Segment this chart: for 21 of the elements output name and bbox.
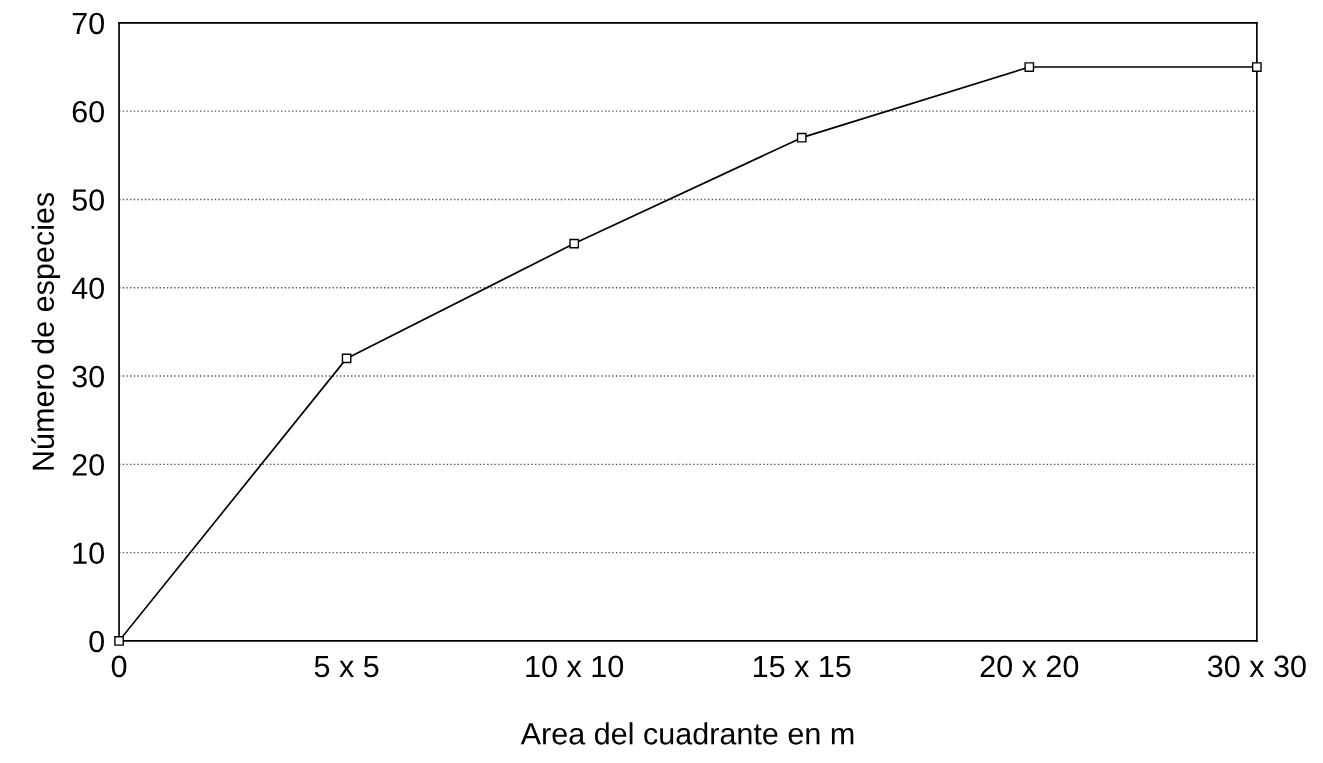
x-axis-title: Area del cuadrante en m xyxy=(520,722,854,745)
point xyxy=(1251,62,1262,72)
y-tick-label: 20 xyxy=(72,454,104,476)
point xyxy=(114,636,124,646)
point xyxy=(569,238,580,249)
x-tick-label: 10 x 10 xyxy=(526,655,624,678)
x-tick-label: 15 x 15 xyxy=(753,655,851,678)
x-tick-label: 20 x 20 xyxy=(980,655,1079,678)
point xyxy=(796,132,807,143)
point xyxy=(1024,62,1035,72)
y-tick-label: 40 xyxy=(71,277,104,300)
y-tick-label: 30 xyxy=(72,365,104,388)
y-tick-label: 70 xyxy=(72,12,104,35)
x-tick-label: 5 x 5 xyxy=(314,655,379,678)
y-tick-label: 0 xyxy=(89,630,104,653)
y-tick-label: 10 xyxy=(73,542,104,564)
y-tick-label: 50 xyxy=(72,189,104,211)
x-tick-label: 0 xyxy=(111,655,127,678)
y-axis-title: Número de especies xyxy=(31,192,61,470)
x-tick-label: 30 x 30 xyxy=(1207,655,1306,678)
y-tick-label: 60 xyxy=(72,100,104,123)
